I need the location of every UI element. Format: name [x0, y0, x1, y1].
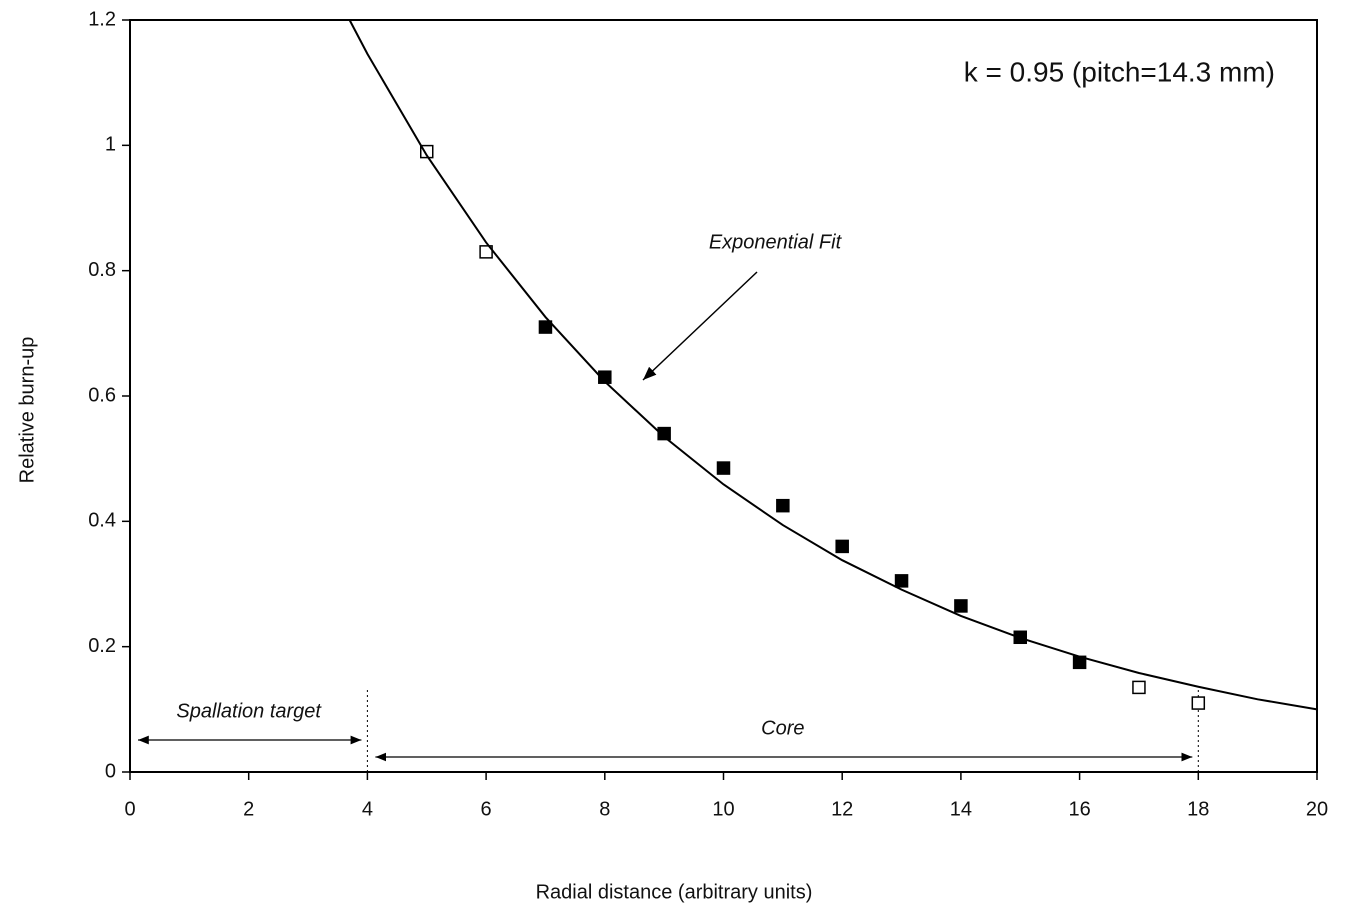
data-point [657, 426, 671, 441]
x-axis-label: Radial distance (arbitrary units) [536, 881, 813, 903]
data-point [479, 245, 493, 259]
x-tick-label: 4 [362, 798, 373, 820]
data-point [954, 599, 968, 613]
x-tick-label: 0 [124, 798, 135, 820]
region-label: Core [761, 717, 804, 739]
data-point [716, 461, 731, 475]
data-point [1191, 696, 1206, 710]
data-point [538, 320, 553, 334]
x-tick-label: 14 [950, 798, 972, 820]
data-point [776, 498, 790, 513]
y-tick-label: 0.2 [88, 635, 116, 657]
data-point [1132, 680, 1146, 695]
data-point [894, 574, 909, 588]
y-tick-label: 0.4 [88, 510, 116, 532]
x-tick-label: 6 [481, 798, 492, 820]
x-tick-label: 18 [1187, 798, 1209, 820]
x-tick-label: 20 [1306, 798, 1328, 820]
x-tick-label: 2 [243, 798, 254, 820]
y-tick-label: 0.8 [88, 259, 116, 281]
y-tick-label: 0.6 [88, 384, 116, 406]
fit-line [348, 19, 1318, 711]
x-tick-label: 8 [599, 798, 610, 820]
annotation: k = 0.95 (pitch=14.3 mm) [964, 56, 1275, 87]
x-tick-label: 16 [1068, 798, 1090, 820]
y-tick-label: 0 [105, 760, 116, 782]
y-tick-label: 1.2 [88, 8, 116, 30]
x-tick-label: 12 [831, 798, 853, 820]
annotation: Exponential Fit [709, 231, 843, 253]
region-label: Spallation target [176, 700, 322, 722]
y-axis-label: Relative burn-up [16, 337, 38, 484]
data-point [598, 370, 612, 384]
data-point [835, 539, 849, 554]
annotation-arrow [642, 271, 758, 381]
y-tick-label: 1 [105, 134, 116, 156]
x-tick-label: 10 [712, 798, 734, 820]
plot-frame [129, 19, 1318, 773]
